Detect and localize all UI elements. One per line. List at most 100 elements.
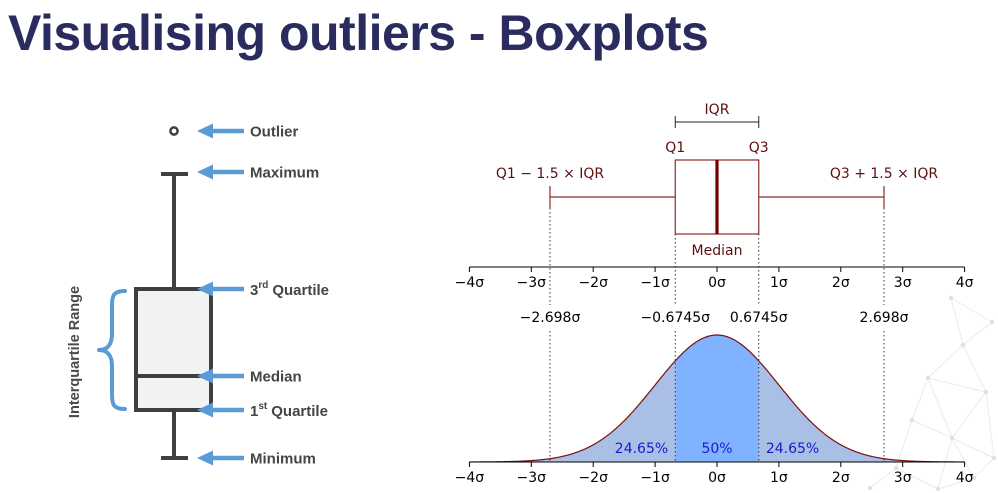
distribution-area	[675, 335, 759, 462]
network-line	[962, 321, 993, 346]
first-quartile-word: Quartile	[271, 403, 328, 420]
interquartile-range-label: Interquartile Range	[67, 286, 83, 418]
network-line	[869, 467, 897, 489]
first-quartile-ordinal: 1	[250, 403, 258, 420]
axis-tick-label: −3σ	[517, 275, 547, 291]
first-quartile-label: 1st Quartile	[250, 401, 328, 420]
network-line	[962, 344, 987, 393]
arrow-head	[197, 402, 213, 418]
third-quartile-word: Quartile	[272, 282, 329, 299]
area-percent-label: 50%	[701, 441, 732, 457]
maximum-label: Maximum	[250, 165, 319, 182]
axis-tick-label: −4σ	[455, 275, 485, 291]
normal-boxplot-figure: −2.698σ −0.6745σ 0.6745σ 2.698σ −4σ −3σ −2σ −1σ…	[455, 102, 974, 486]
network-node	[867, 485, 873, 491]
q1-label: Q1	[665, 140, 685, 156]
network-node	[948, 295, 954, 301]
outlier-arrow-left-icon	[197, 123, 244, 139]
distribution-area	[549, 360, 676, 462]
network-line	[950, 297, 964, 346]
arrow-head	[197, 164, 213, 180]
third-quartile-label: 3rd Quartile	[250, 280, 329, 299]
network-line	[895, 467, 939, 490]
network-node	[949, 435, 955, 441]
interquartile-curly-brace-icon	[97, 289, 127, 411]
distribution-area	[758, 360, 885, 462]
network-node	[893, 465, 899, 471]
first-quartile-arrow-left-icon	[197, 402, 244, 418]
outlier-label: Outlier	[250, 124, 299, 141]
cutoff-label: 0.6745σ	[730, 310, 788, 326]
axis-tick-label: −2σ	[578, 470, 608, 486]
arrow-head	[197, 123, 213, 139]
axis-tick-label: 3σ	[894, 275, 912, 291]
network-line	[985, 391, 995, 459]
area-percent-label: 24.65%	[766, 441, 819, 457]
lower-fence-label: Q1 − 1.5 × IQR	[496, 166, 605, 182]
cutoff-label: 2.698σ	[860, 310, 909, 326]
network-node	[989, 319, 995, 325]
network-node	[935, 486, 941, 492]
network-line	[951, 437, 975, 479]
network-line	[973, 457, 995, 479]
network-line	[937, 437, 953, 490]
third-quartile-ordinal: 3	[250, 282, 258, 299]
minimum-arrow-left-icon	[197, 450, 244, 466]
axis-tick-label: 2σ	[832, 470, 850, 486]
axis-tick-label: −4σ	[455, 470, 485, 486]
cutoff-label: −0.6745σ	[640, 310, 710, 326]
anatomy-box	[134, 287, 213, 412]
network-node	[909, 417, 915, 423]
arrow-head	[197, 368, 213, 384]
network-node	[983, 389, 989, 395]
network-node	[925, 375, 931, 381]
arrow-head	[197, 450, 213, 466]
network-line	[951, 437, 995, 459]
axis-tick-label: 1σ	[770, 275, 788, 291]
upper-fence-label: Q3 + 1.5 × IQR	[830, 166, 939, 182]
network-line	[951, 391, 987, 439]
axis-tick-label: 4σ	[956, 470, 974, 486]
background-network-decoration	[867, 295, 997, 492]
boxplot-x-axis: −4σ −3σ −2σ −1σ 0σ 1σ 2σ 3σ 4σ	[455, 266, 974, 291]
network-line	[950, 297, 993, 323]
axis-tick-label: 1σ	[770, 470, 788, 486]
network-line	[927, 344, 964, 379]
iqr-bracket	[674, 116, 760, 128]
axis-tick-label: −1σ	[640, 275, 670, 291]
slide-title: Visualising outliers - Boxplots	[8, 5, 709, 61]
first-quartile-suffix: st	[258, 401, 268, 412]
outlier-marker-circle-icon	[169, 126, 179, 136]
distribution-chart-layer: −2.698σ −0.6745σ 0.6745σ 2.698σ −4σ −3σ −2σ −1σ…	[455, 208, 974, 486]
axis-tick-label: 0σ	[708, 470, 726, 486]
axis-tick-label: 2σ	[832, 275, 850, 291]
median-label: Median	[250, 369, 302, 386]
network-node	[960, 342, 966, 348]
boxplot-anatomy-diagram: Interquartile Range	[67, 123, 329, 468]
maximum-arrow-left-icon	[197, 164, 244, 180]
axis-tick-label: −2σ	[578, 275, 608, 291]
axis-tick-label: −3σ	[517, 470, 547, 486]
arrow-head	[197, 281, 213, 297]
axis-tick-label: 4σ	[956, 275, 974, 291]
median-arrow-left-icon	[197, 368, 244, 384]
iqr-label: IQR	[705, 102, 730, 118]
network-line	[911, 377, 929, 421]
area-percent-label: 24.65%	[615, 441, 668, 457]
network-line	[927, 377, 987, 393]
axis-tick-label: 0σ	[708, 275, 726, 291]
q3-label: Q3	[749, 140, 769, 156]
distribution-x-axis: −4σ −3σ −2σ −1σ 0σ 1σ 2σ 3σ 4σ	[455, 461, 974, 486]
network-line	[937, 477, 975, 490]
minimum-label: Minimum	[250, 451, 316, 468]
third-quartile-arrow-left-icon	[197, 281, 244, 297]
network-line	[927, 377, 953, 439]
network-node	[971, 475, 977, 481]
normal-curve	[469, 334, 965, 463]
network-node	[991, 455, 997, 461]
boxplot-median-label: Median	[692, 243, 743, 259]
cutoff-label: −2.698σ	[520, 310, 581, 326]
network-line	[911, 419, 953, 439]
